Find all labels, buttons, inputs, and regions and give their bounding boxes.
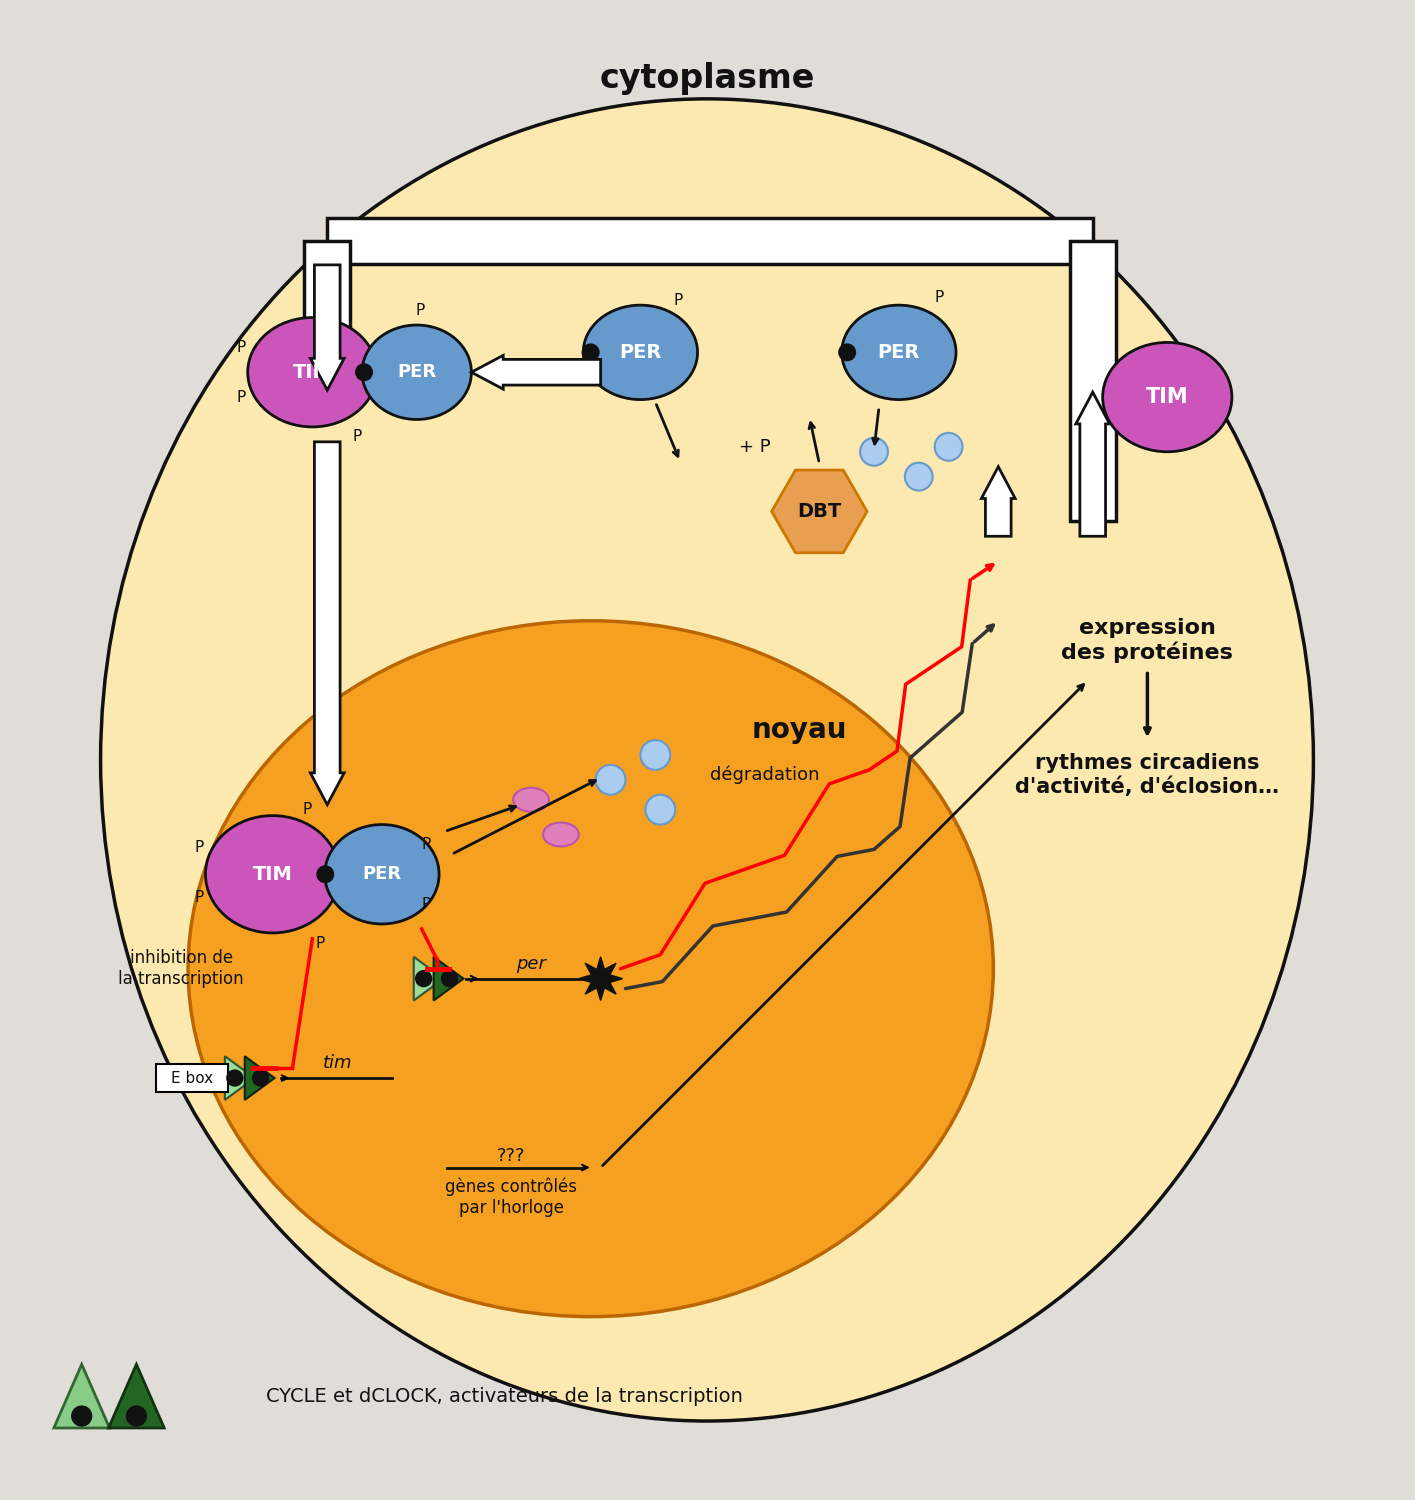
Text: P: P	[236, 340, 245, 356]
Text: P: P	[303, 802, 311, 818]
Text: expression
des protéines: expression des protéines	[1061, 618, 1234, 663]
Polygon shape	[471, 356, 600, 388]
Text: P: P	[422, 837, 430, 852]
Circle shape	[126, 1406, 146, 1426]
Ellipse shape	[248, 318, 376, 428]
Text: per: per	[516, 954, 546, 972]
Polygon shape	[579, 957, 623, 1000]
Polygon shape	[304, 242, 350, 390]
Circle shape	[645, 795, 675, 825]
Polygon shape	[225, 1056, 255, 1100]
Text: PER: PER	[620, 344, 662, 362]
Text: noyau: noyau	[751, 716, 848, 744]
Text: gènes contrôlés
par l'horloge: gènes contrôlés par l'horloge	[446, 1178, 577, 1216]
Circle shape	[72, 1406, 92, 1426]
Text: PER: PER	[877, 344, 920, 362]
Text: tim: tim	[323, 1054, 352, 1072]
Text: P: P	[194, 840, 204, 855]
Polygon shape	[771, 470, 867, 552]
Text: + P: + P	[739, 438, 771, 456]
Polygon shape	[1075, 392, 1109, 537]
Ellipse shape	[325, 825, 439, 924]
Text: P: P	[422, 897, 430, 912]
Circle shape	[357, 364, 372, 380]
Text: P: P	[415, 303, 424, 318]
Text: cytoplasme: cytoplasme	[600, 63, 815, 96]
Circle shape	[839, 345, 855, 360]
Text: P: P	[674, 292, 683, 308]
Text: dégradation: dégradation	[710, 765, 819, 784]
Text: TIM: TIM	[1146, 387, 1189, 406]
Circle shape	[904, 462, 932, 490]
Ellipse shape	[543, 822, 579, 846]
Circle shape	[596, 765, 625, 795]
Circle shape	[317, 867, 333, 882]
Ellipse shape	[100, 99, 1313, 1420]
Text: ???: ???	[497, 1146, 525, 1164]
Text: TIM: TIM	[253, 865, 293, 883]
Polygon shape	[982, 466, 1015, 537]
Polygon shape	[310, 442, 344, 804]
Text: P: P	[194, 890, 204, 904]
Text: inhibition de
la transcription: inhibition de la transcription	[119, 950, 243, 988]
FancyBboxPatch shape	[156, 1064, 228, 1092]
Ellipse shape	[583, 304, 698, 399]
Polygon shape	[54, 1365, 109, 1428]
Text: PER: PER	[362, 865, 402, 883]
Text: DBT: DBT	[797, 503, 842, 520]
Polygon shape	[413, 957, 443, 1000]
Text: PER: PER	[398, 363, 436, 381]
Circle shape	[641, 740, 671, 770]
Polygon shape	[433, 957, 464, 1000]
Ellipse shape	[205, 816, 340, 933]
Text: P: P	[316, 936, 325, 951]
Text: CYCLE et dCLOCK, activateurs de la transcription: CYCLE et dCLOCK, activateurs de la trans…	[266, 1386, 743, 1406]
Polygon shape	[109, 1365, 164, 1428]
Circle shape	[441, 970, 457, 987]
Text: TIM: TIM	[293, 363, 333, 381]
Polygon shape	[310, 266, 344, 390]
Circle shape	[416, 970, 432, 987]
Circle shape	[935, 433, 962, 460]
Ellipse shape	[514, 788, 549, 812]
Text: P: P	[236, 390, 245, 405]
Polygon shape	[327, 217, 1092, 264]
Circle shape	[583, 345, 599, 360]
Ellipse shape	[188, 621, 993, 1317]
Text: E box: E box	[171, 1071, 214, 1086]
Text: P: P	[352, 429, 362, 444]
Ellipse shape	[1102, 342, 1232, 452]
Text: rythmes circadiens
d'activité, d'éclosion…: rythmes circadiens d'activité, d'éclosio…	[1016, 753, 1279, 796]
Polygon shape	[1070, 242, 1115, 522]
Ellipse shape	[842, 304, 957, 399]
Circle shape	[226, 1070, 243, 1086]
Circle shape	[253, 1070, 269, 1086]
Text: P: P	[934, 290, 944, 304]
Circle shape	[860, 438, 889, 465]
Polygon shape	[245, 1056, 275, 1100]
Ellipse shape	[362, 326, 471, 420]
